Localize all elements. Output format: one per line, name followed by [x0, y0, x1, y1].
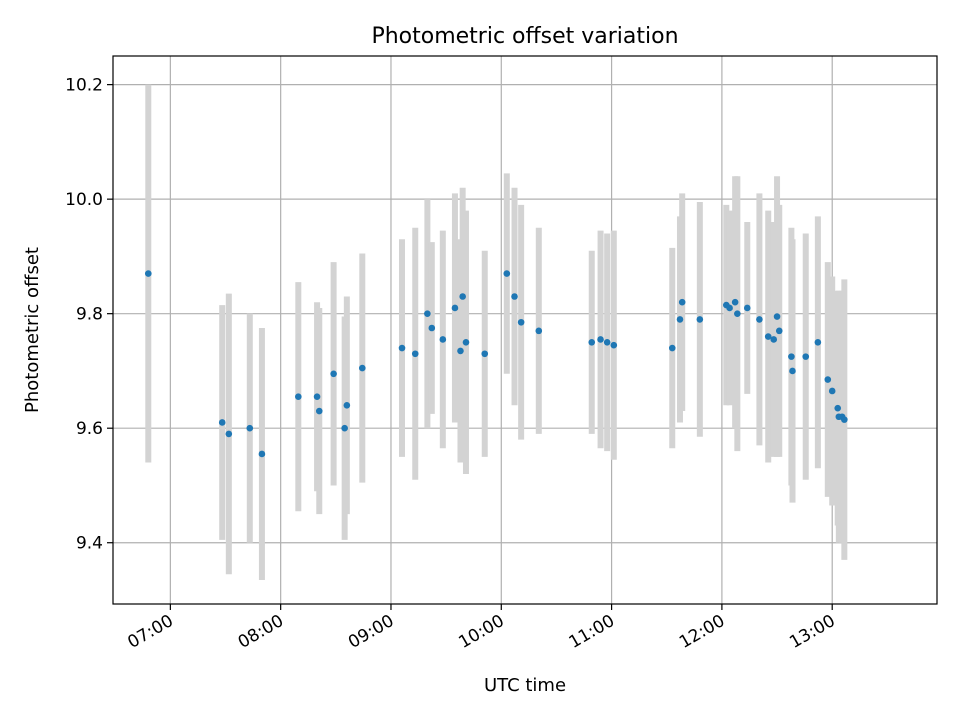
data-point	[731, 298, 739, 306]
x-axis-label: UTC time	[484, 675, 566, 696]
data-points	[144, 270, 848, 458]
data-point	[696, 316, 704, 323]
x-tick-label: 10:00	[455, 611, 507, 653]
x-tick-label: 08:00	[235, 611, 287, 653]
x-tick-label: 12:00	[676, 611, 728, 653]
data-point	[764, 333, 772, 340]
data-point	[343, 401, 351, 409]
data-point	[511, 293, 518, 300]
data-point	[603, 339, 611, 346]
data-point	[824, 376, 832, 383]
data-point	[610, 341, 618, 349]
data-point	[218, 419, 226, 426]
data-point	[439, 336, 447, 343]
data-point	[398, 344, 406, 352]
data-point	[462, 339, 470, 346]
data-point	[313, 393, 321, 401]
y-tick-label: 9.8	[76, 305, 103, 325]
data-point	[743, 304, 751, 312]
plot-frame	[112, 55, 938, 605]
data-point	[481, 350, 489, 358]
data-point	[330, 370, 337, 378]
data-point	[775, 327, 783, 335]
error-bars	[145, 84, 848, 580]
data-point	[424, 310, 431, 317]
data-point	[358, 364, 366, 372]
data-point	[225, 430, 233, 438]
y-tick-label: 9.4	[76, 534, 103, 554]
data-point	[459, 293, 466, 300]
data-point	[341, 424, 348, 432]
data-point	[802, 353, 810, 360]
x-tick-label: 07:00	[124, 611, 176, 653]
y-tick-label: 9.6	[76, 419, 103, 439]
y-axis-label: Photometric offset	[22, 247, 43, 413]
data-point	[428, 324, 436, 332]
data-point	[535, 327, 543, 335]
data-point	[770, 336, 778, 343]
x-tick-label: 13:00	[786, 611, 838, 653]
data-point	[457, 347, 464, 355]
data-point	[756, 316, 763, 323]
data-point	[144, 270, 152, 277]
data-point	[789, 367, 796, 375]
data-point	[726, 304, 733, 312]
data-point	[788, 353, 795, 360]
x-tick-label: 09:00	[345, 611, 397, 653]
data-point	[503, 270, 511, 277]
data-point	[814, 339, 822, 346]
chart-title: Photometric offset variation	[371, 24, 678, 49]
data-point	[597, 336, 604, 343]
data-point	[841, 416, 848, 423]
data-point	[258, 450, 266, 458]
grid-lines	[113, 56, 937, 604]
data-point	[828, 387, 836, 395]
data-point	[315, 407, 323, 415]
data-point	[678, 298, 686, 306]
data-point	[834, 404, 842, 412]
data-point	[773, 313, 781, 320]
data-point	[411, 350, 419, 358]
data-point	[668, 344, 676, 352]
x-tick-label: 11:00	[566, 611, 618, 653]
y-tick-label: 10.0	[65, 190, 103, 210]
data-point	[734, 310, 741, 317]
data-point	[246, 424, 254, 432]
data-point	[588, 339, 596, 346]
data-point	[676, 316, 684, 323]
data-point	[451, 304, 459, 312]
y-tick-label: 10.2	[65, 76, 103, 96]
data-point	[517, 318, 525, 326]
axis-ticks: 07:00 08:00 09:00 10:00 11:00 12:00 13:00 9.4 9.…	[65, 76, 839, 653]
data-point	[295, 393, 302, 401]
